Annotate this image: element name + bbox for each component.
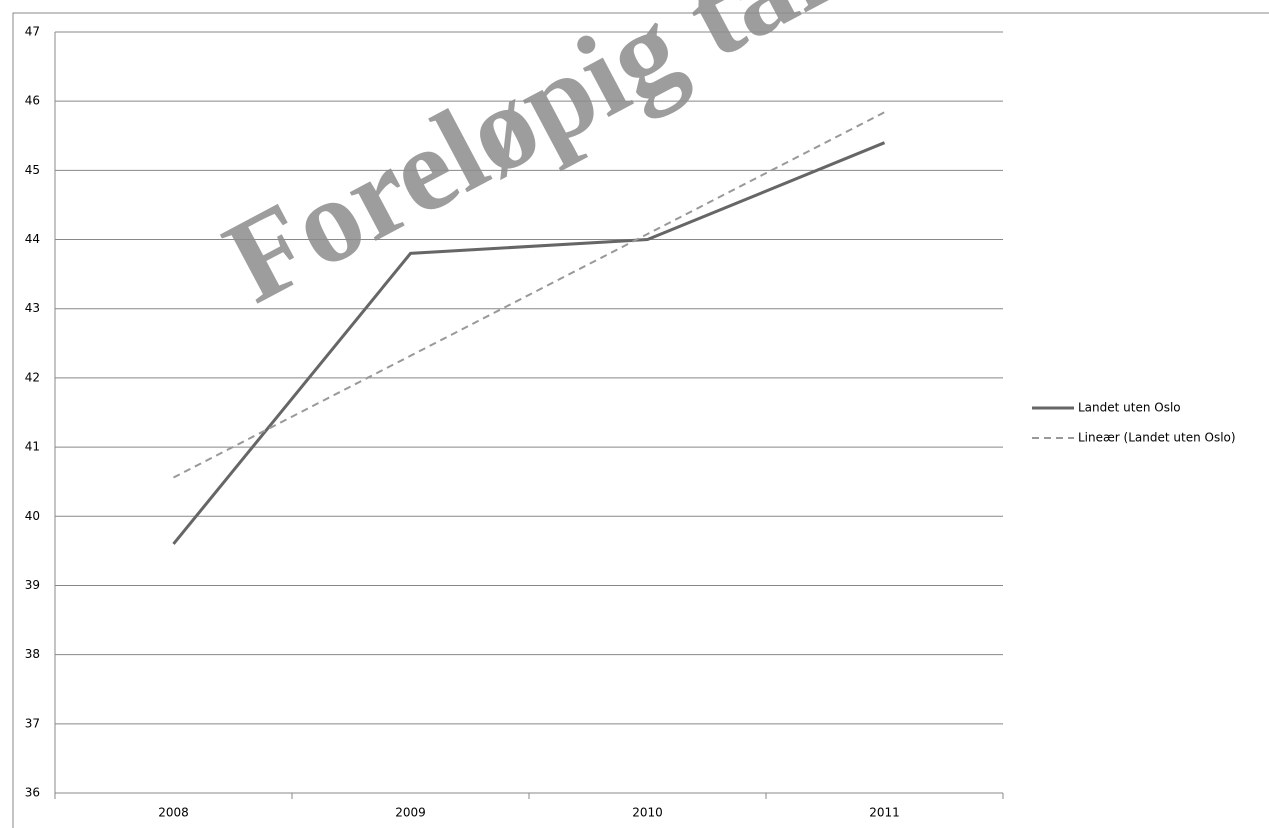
x-tick-label: 2009 [395,806,426,820]
y-tick-label: 37 [25,716,40,730]
legend-label: Lineær (Landet uten Oslo) [1078,431,1236,445]
legend-label: Landet uten Oslo [1078,401,1181,415]
x-tick-label: 2008 [158,806,189,820]
y-tick-label: 36 [25,786,40,800]
y-tick-label: 43 [25,301,40,315]
x-tick-label: 2011 [869,806,900,820]
y-tick-label: 44 [25,232,40,246]
y-tick-label: 39 [25,578,40,592]
y-tick-label: 40 [25,509,40,523]
y-tick-label: 41 [25,440,40,454]
y-tick-label: 38 [25,647,40,661]
x-tick-label: 2010 [632,806,663,820]
y-tick-label: 47 [25,25,40,39]
watermark: Foreløpig tall [205,0,875,329]
line-series [172,141,886,545]
y-tick-label: 45 [25,163,40,177]
plot-area: 36 37 38 39 40 41 42 43 44 45 46 47 2008 2009 2010 2011… [25,25,1236,820]
line-series [173,111,885,479]
y-tick-label: 46 [25,94,40,108]
chart-frame [12,12,1269,828]
y-tick-label: 42 [25,370,40,384]
